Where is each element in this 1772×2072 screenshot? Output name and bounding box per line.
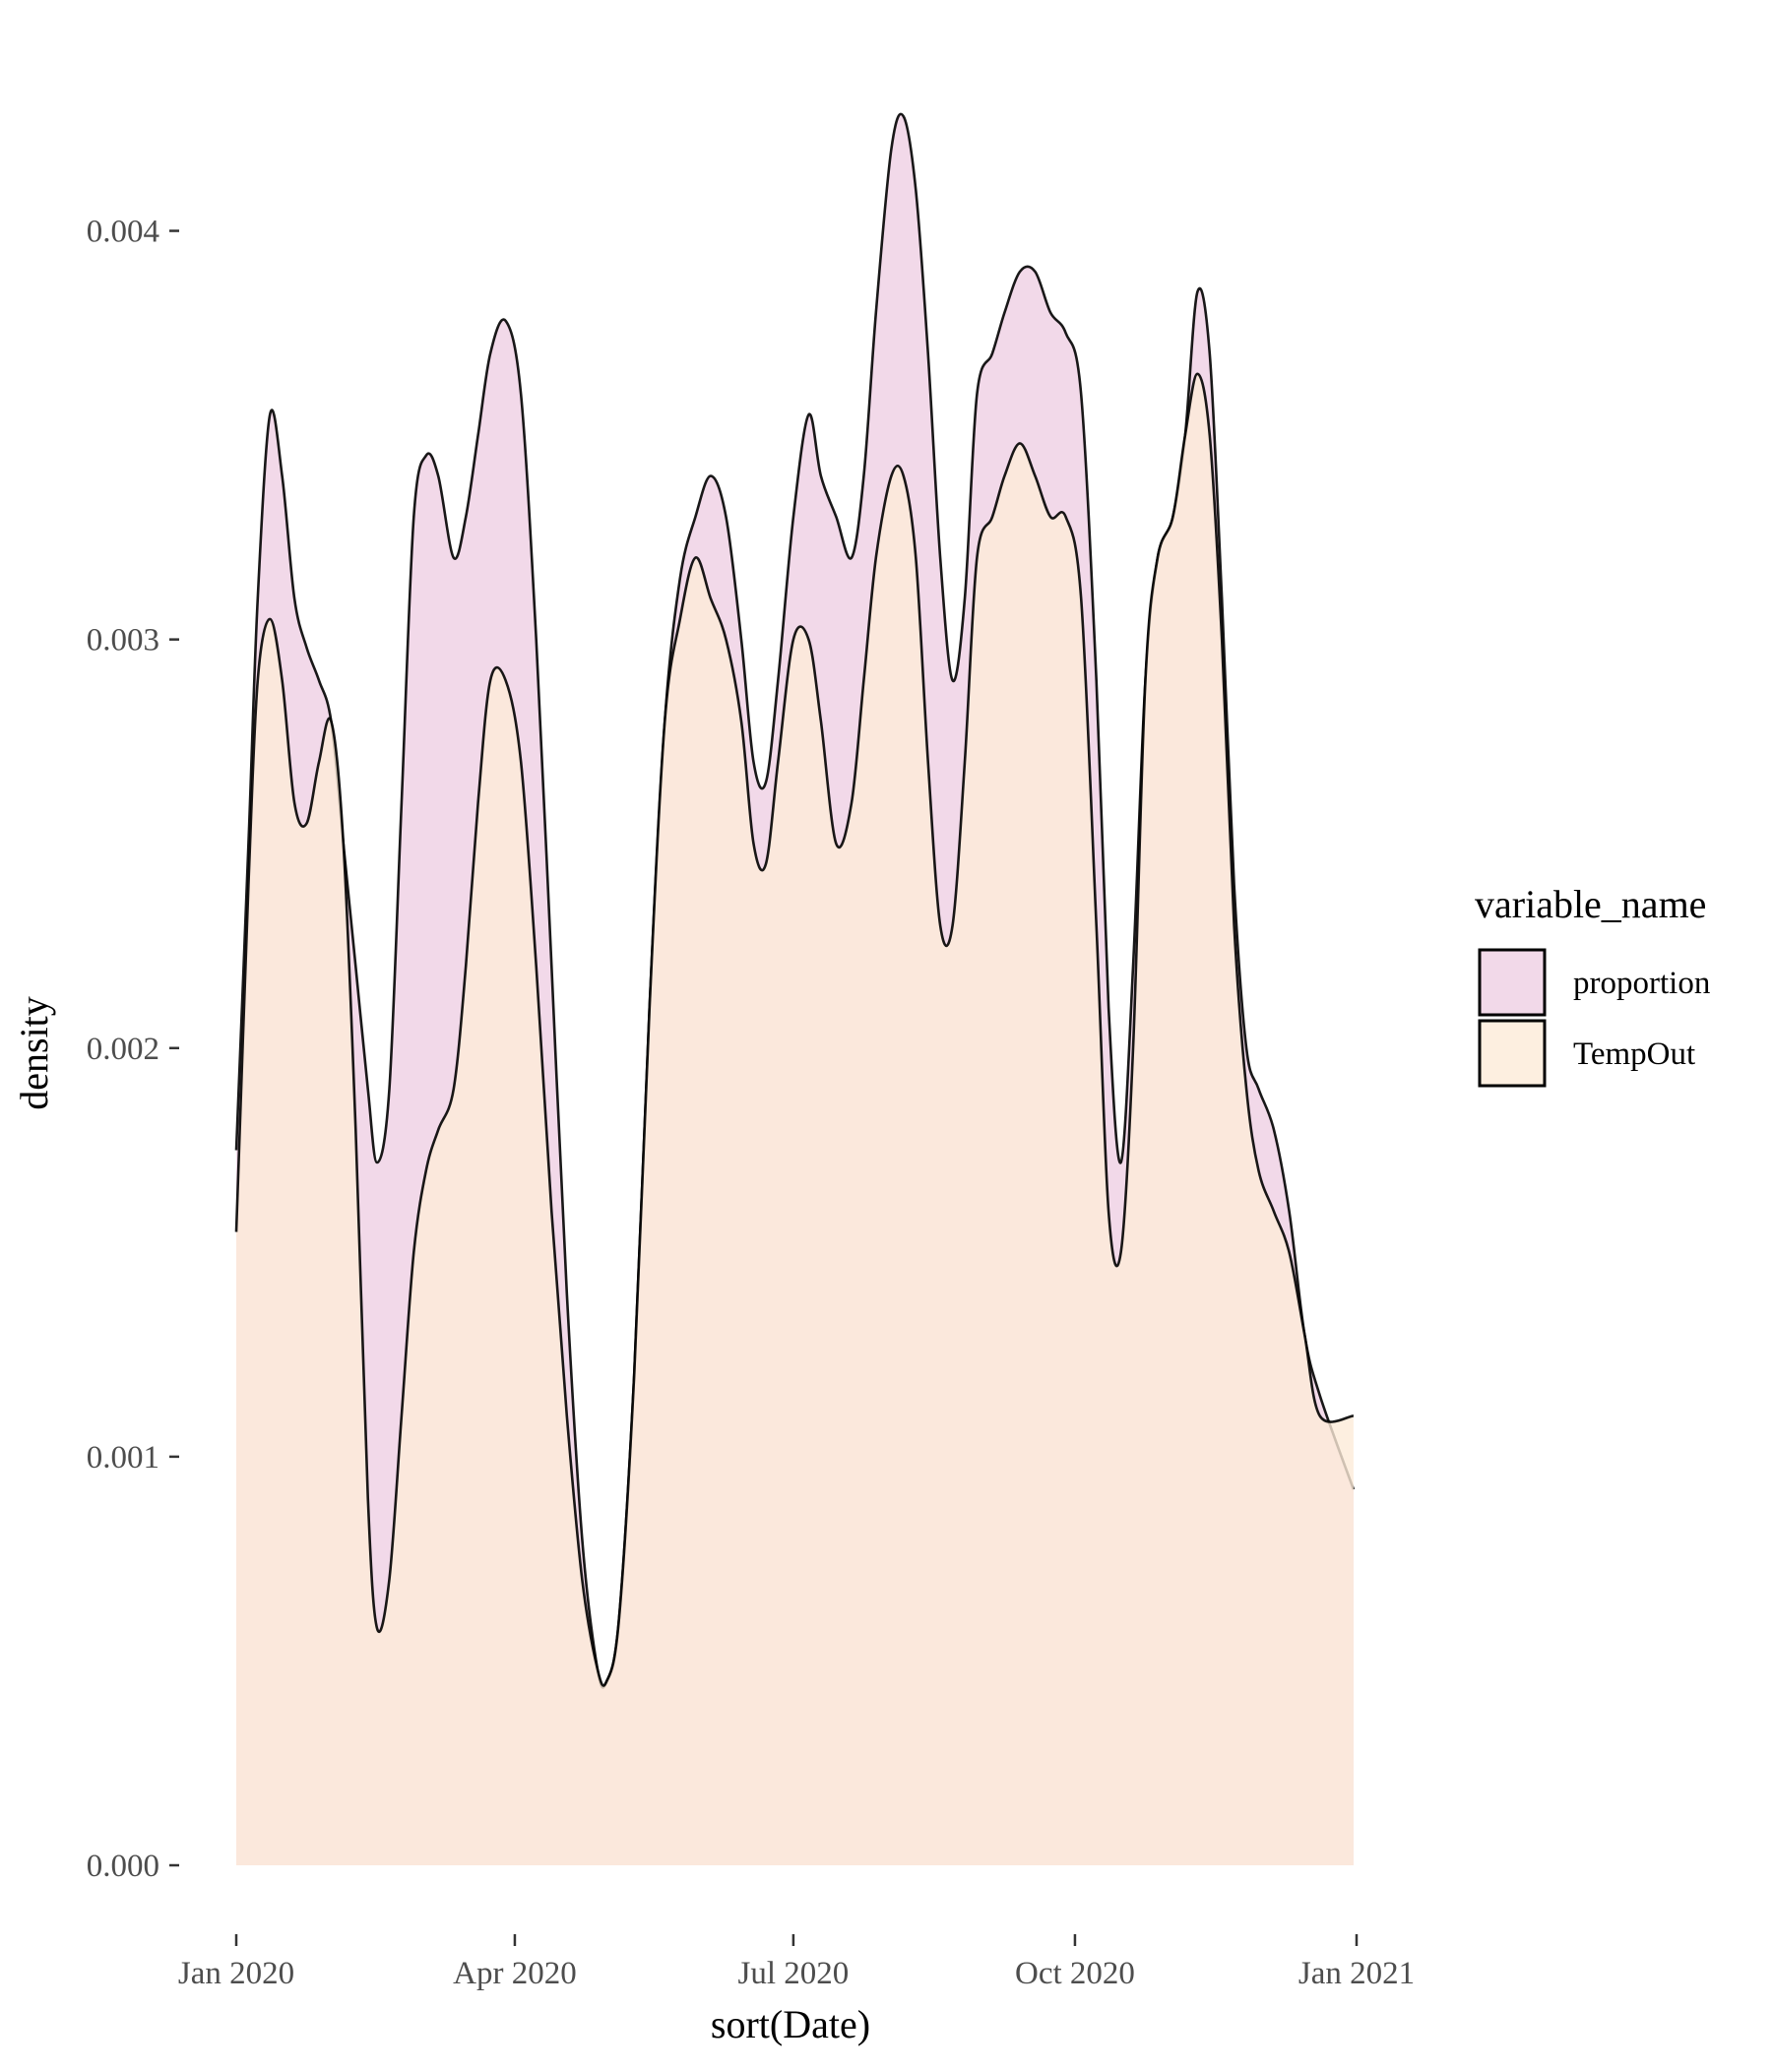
y-axis-title: density	[12, 996, 56, 1110]
x-tick-label: Apr 2020	[453, 1956, 577, 1991]
x-axis-title: sort(Date)	[711, 2002, 870, 2046]
line-tempout	[234, 372, 1355, 1687]
legend-label-tempout: TempOut	[1573, 1036, 1695, 1072]
x-tick-label: Jan 2020	[178, 1956, 294, 1991]
legend-title: variable_name	[1475, 882, 1706, 926]
legend: variable_name proportion TempOut	[1475, 882, 1710, 1088]
x-tick-label: Jul 2020	[738, 1956, 850, 1991]
x-tick-label: Jan 2021	[1298, 1956, 1415, 1991]
legend-key-proportion	[1478, 948, 1547, 1017]
areas-layer	[234, 112, 1356, 1865]
y-tick-label: 0.000	[87, 1849, 159, 1884]
x-tick-label: Oct 2020	[1015, 1956, 1135, 1991]
y-tick-label: 0.002	[87, 1032, 159, 1067]
y-tick-label: 0.003	[87, 623, 159, 659]
legend-key-tempout	[1478, 1019, 1547, 1088]
legend-label-proportion: proportion	[1573, 966, 1710, 1001]
y-tick-label: 0.001	[87, 1440, 159, 1476]
axes-layer: 0.000 0.001 0.002 0.003 0.004 Jan 2020 Apr 202…	[87, 215, 1415, 1991]
y-tick-label: 0.004	[87, 215, 159, 250]
area-tempout	[236, 373, 1354, 1865]
